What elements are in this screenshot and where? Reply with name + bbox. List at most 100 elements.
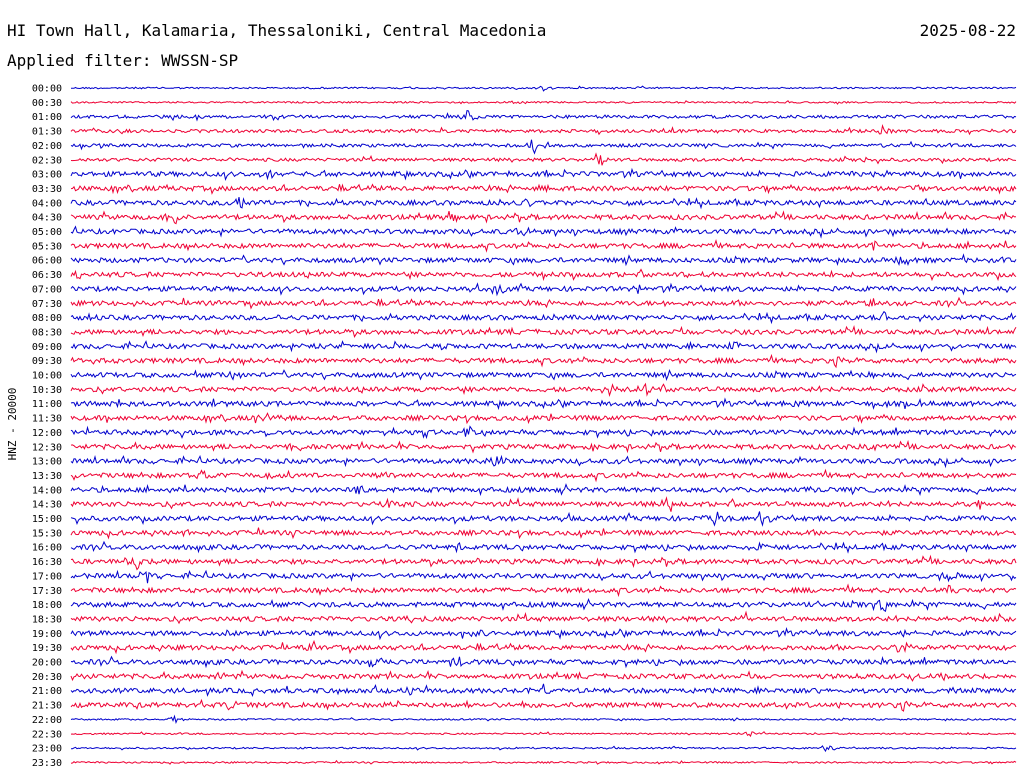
seismic-trace	[70, 425, 1017, 440]
time-tick-label: 19:30	[32, 643, 62, 654]
time-tick-label: 21:00	[32, 686, 62, 697]
time-tick-label: 15:30	[32, 528, 62, 539]
time-tick-label: 05:30	[32, 241, 62, 252]
time-tick-label: 11:00	[32, 399, 62, 410]
seismic-trace	[70, 731, 1017, 738]
seismic-trace	[71, 745, 1017, 753]
seismic-trace	[70, 124, 1017, 136]
seismic-trace	[70, 511, 1017, 527]
time-tick-label: 14:00	[32, 485, 62, 496]
seismic-trace	[70, 639, 1017, 655]
time-tick-label: 15:00	[32, 514, 62, 525]
seismic-trace	[70, 483, 1017, 497]
time-tick-label: 00:30	[32, 98, 62, 109]
seismic-trace	[70, 683, 1017, 698]
seismic-trace	[70, 382, 1017, 397]
time-tick-label: 20:00	[32, 658, 62, 669]
time-tick-label: 13:00	[32, 457, 62, 468]
time-tick-label: 10:00	[32, 371, 62, 382]
time-tick-label: 22:30	[32, 729, 62, 740]
seismic-trace	[70, 759, 1017, 765]
time-tick-label: 02:30	[32, 155, 62, 166]
time-tick-label: 19:00	[32, 629, 62, 640]
time-tick-label: 05:00	[32, 227, 62, 238]
seismic-trace	[70, 340, 1017, 354]
time-tick-label: 20:30	[32, 672, 62, 683]
time-tick-label: 04:00	[32, 198, 62, 209]
seismic-trace	[70, 439, 1017, 454]
seismic-trace	[70, 369, 1017, 382]
seismic-trace	[70, 296, 1017, 310]
plot-date: 2025-08-22	[920, 21, 1016, 40]
time-tick-label: 17:00	[32, 571, 62, 582]
time-tick-label: 07:00	[32, 284, 62, 295]
seismic-trace	[70, 152, 1017, 166]
time-tick-label: 16:30	[32, 557, 62, 568]
seismic-trace	[70, 196, 1017, 210]
seismic-trace	[70, 655, 1017, 669]
seismic-trace	[70, 325, 1017, 338]
time-tick-label: 13:30	[32, 471, 62, 482]
time-tick-label: 07:30	[32, 299, 62, 310]
time-tick-label: 21:30	[32, 701, 62, 712]
seismic-trace	[70, 183, 1017, 195]
seismic-trace	[70, 569, 1017, 584]
trace-group: 00:00 00:30 01:00 01:30 02:00 02:30 03:00 03:30…	[32, 84, 1017, 769]
time-tick-label: 08:00	[32, 313, 62, 324]
seismic-trace	[70, 353, 1017, 369]
time-tick-label: 14:30	[32, 500, 62, 511]
seismic-trace	[70, 468, 1017, 483]
seismic-trace	[70, 583, 1017, 598]
seismic-trace	[70, 597, 1017, 612]
seismic-trace	[70, 310, 1017, 325]
seismic-trace	[70, 454, 1017, 469]
seismic-trace	[70, 100, 1017, 105]
seismic-trace	[70, 167, 1017, 182]
seismic-trace	[70, 540, 1017, 554]
time-tick-label: 09:00	[32, 342, 62, 353]
seismic-trace	[70, 496, 1017, 512]
seismic-trace	[70, 239, 1017, 253]
seismic-trace	[70, 210, 1017, 225]
seismic-trace	[70, 714, 1017, 724]
seismic-trace	[70, 698, 1017, 712]
y-axis-label: HNZ - 20000	[6, 388, 19, 461]
time-tick-label: 23:00	[32, 744, 62, 755]
time-tick-label: 17:30	[32, 586, 62, 597]
time-tick-label: 18:30	[32, 614, 62, 625]
time-tick-label: 18:00	[32, 600, 62, 611]
seismic-trace	[70, 412, 1017, 425]
seismic-trace	[70, 610, 1017, 625]
time-tick-label: 03:00	[32, 170, 62, 181]
seismic-trace	[70, 139, 1017, 155]
seismic-trace	[70, 626, 1017, 641]
time-tick-label: 10:30	[32, 385, 62, 396]
seismic-trace	[71, 85, 1017, 92]
time-tick-label: 03:30	[32, 184, 62, 195]
time-tick-label: 12:00	[32, 428, 62, 439]
time-tick-label: 11:30	[32, 414, 62, 425]
time-tick-label: 23:30	[32, 758, 62, 769]
seismic-trace	[70, 669, 1017, 682]
seismic-trace	[70, 282, 1017, 297]
time-tick-label: 06:30	[32, 270, 62, 281]
time-tick-label: 16:00	[32, 543, 62, 554]
time-tick-label: 04:30	[32, 213, 62, 224]
seismic-trace	[70, 225, 1017, 239]
time-tick-label: 01:00	[32, 112, 62, 123]
seismic-trace	[70, 268, 1017, 282]
seismic-trace	[70, 110, 1017, 122]
time-tick-label: 00:00	[32, 84, 62, 95]
seismic-trace	[70, 527, 1016, 540]
time-tick-label: 08:30	[32, 327, 62, 338]
seismic-trace	[70, 253, 1017, 267]
time-tick-label: 01:30	[32, 127, 62, 138]
station-title: HI Town Hall, Kalamaria, Thessaloniki, C…	[7, 21, 546, 40]
time-tick-label: 09:30	[32, 356, 62, 367]
time-tick-label: 02:00	[32, 141, 62, 152]
time-tick-label: 06:00	[32, 256, 62, 267]
seismic-trace	[70, 397, 1017, 411]
time-tick-label: 22:00	[32, 715, 62, 726]
time-tick-label: 12:30	[32, 442, 62, 453]
